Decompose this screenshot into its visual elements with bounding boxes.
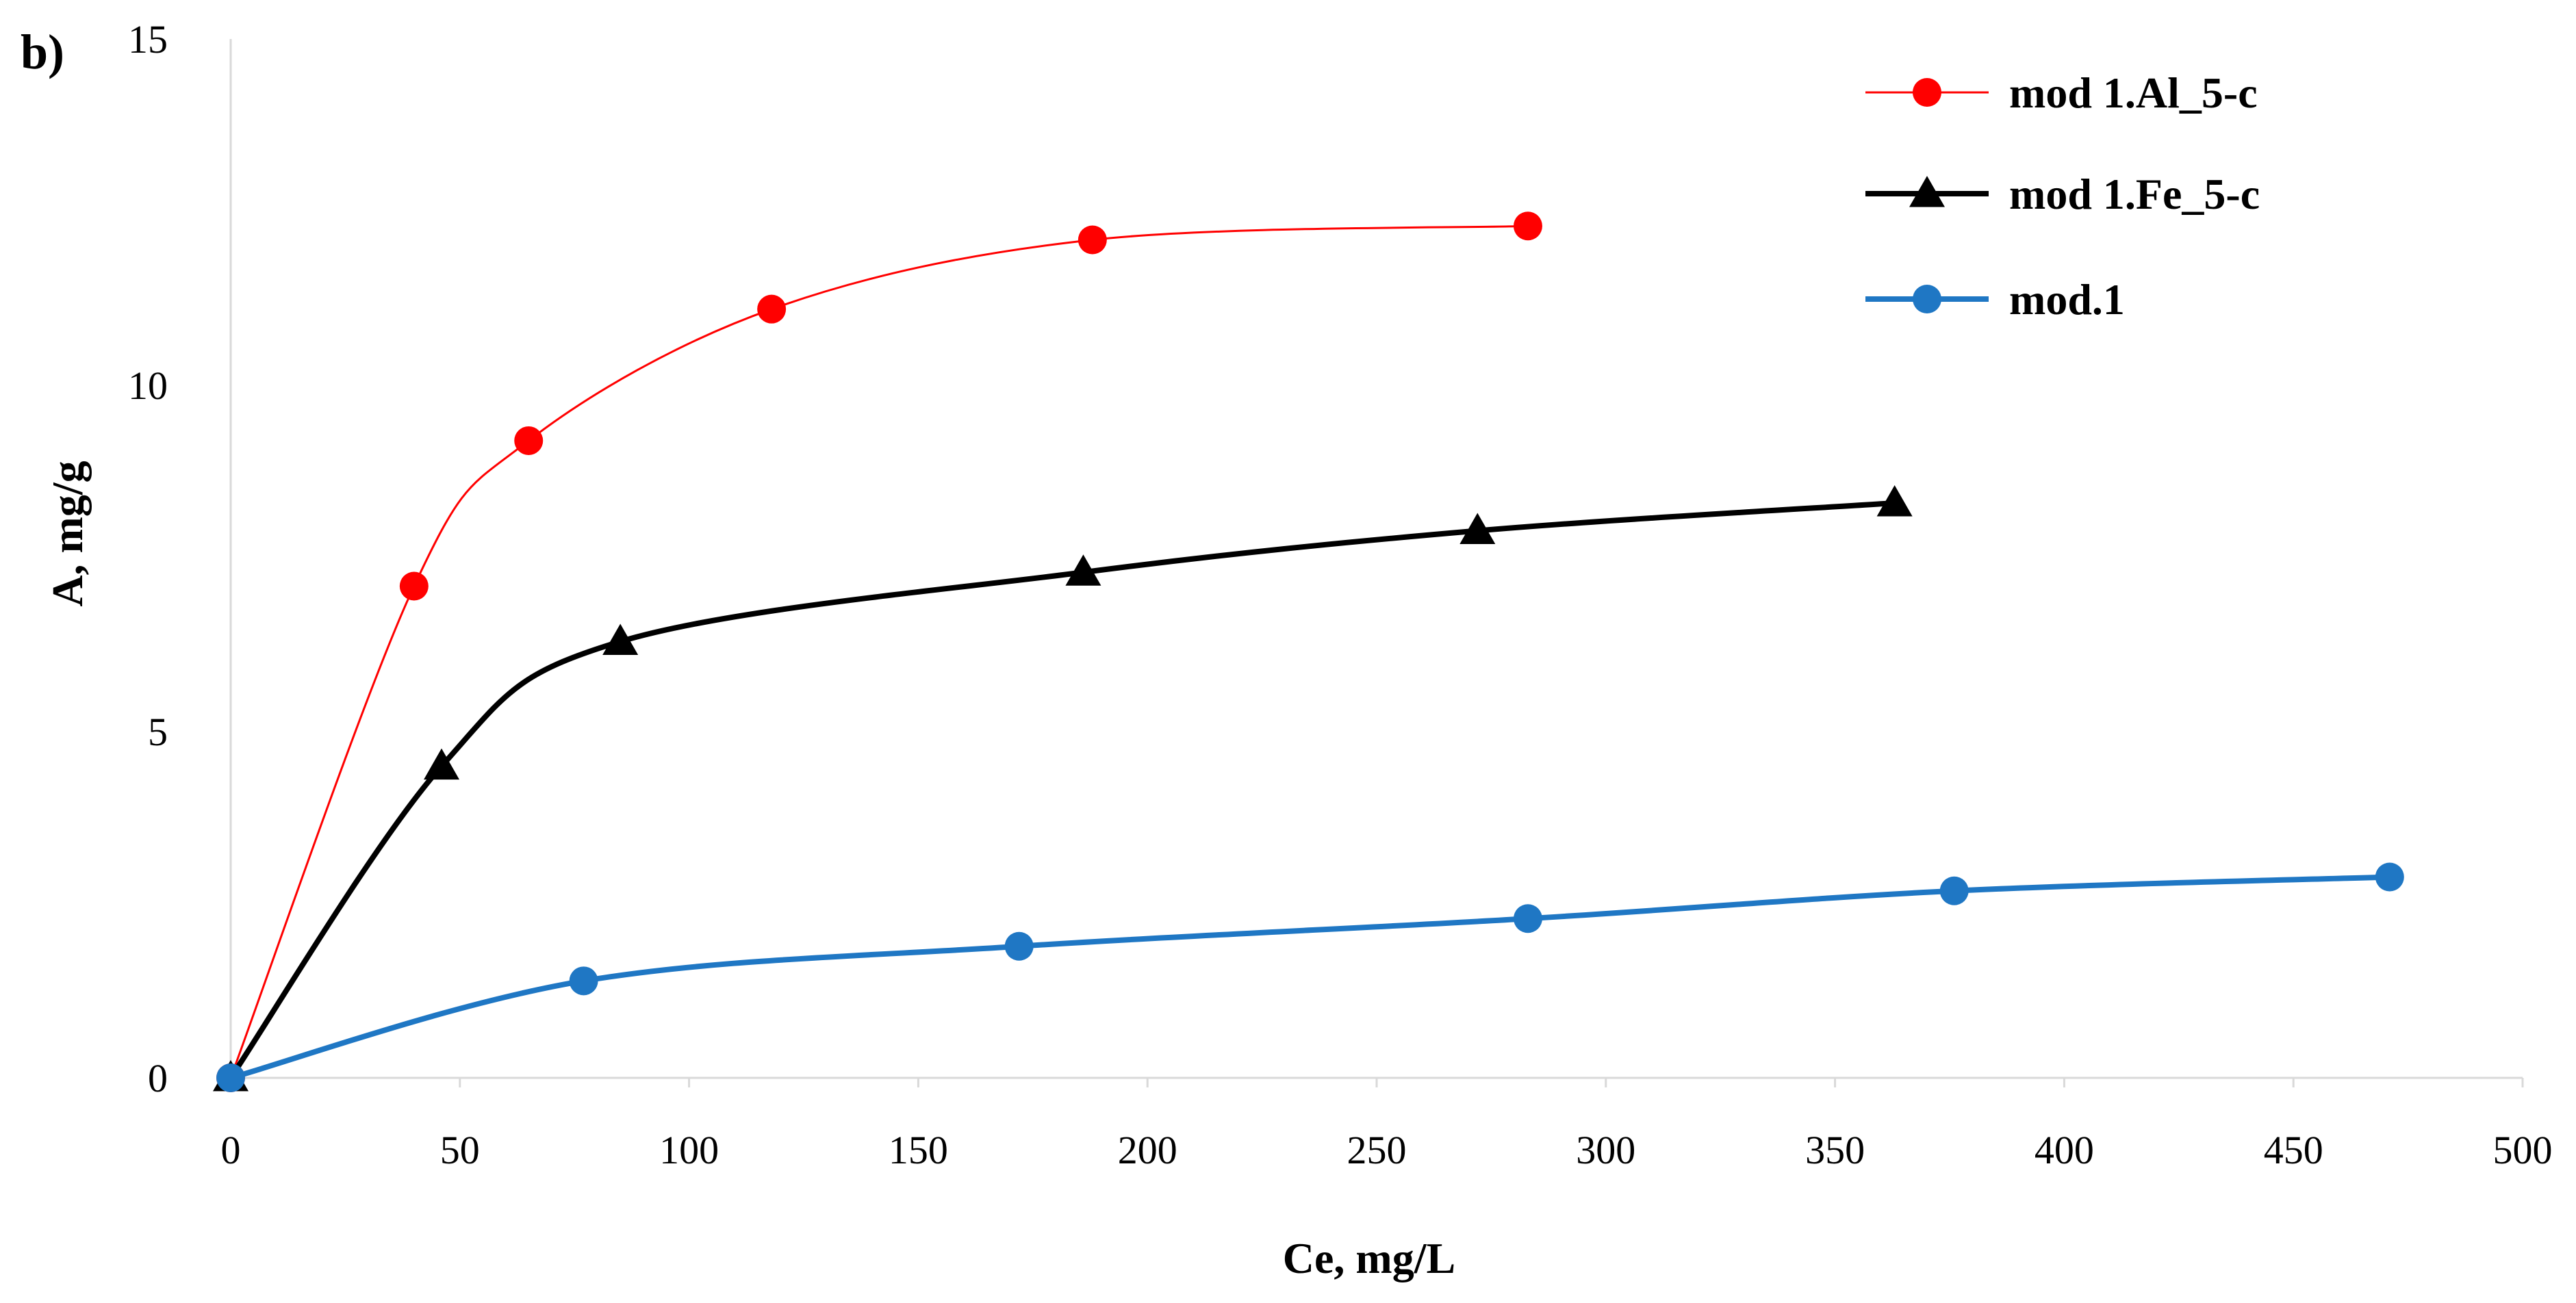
data-point	[602, 623, 639, 655]
series-2	[213, 485, 1913, 1092]
data-point	[2375, 862, 2404, 892]
y-tick-label: 10	[128, 363, 168, 408]
legend-marker	[1909, 176, 1945, 207]
data-point	[1876, 485, 1913, 517]
y-tick-label: 15	[128, 17, 168, 62]
x-tick-label: 0	[221, 1128, 241, 1172]
y-tick-label: 5	[148, 710, 168, 754]
series-layer	[213, 211, 2404, 1092]
series-3	[216, 862, 2404, 1092]
series-line	[229, 224, 1529, 1079]
data-point	[1939, 876, 1969, 905]
legend-label: mod 1.Fe_5-c	[2009, 170, 2260, 218]
x-tick-label: 450	[2264, 1128, 2323, 1172]
panel-label: b)	[21, 25, 64, 79]
x-tick-label: 350	[1805, 1128, 1865, 1172]
series-line	[228, 500, 1895, 1080]
data-point	[1513, 211, 1542, 241]
legend-marker	[1913, 78, 1941, 107]
legend-entry-1: mod 1.Al_5-c	[1865, 68, 2258, 117]
data-point	[424, 748, 460, 780]
data-point	[1513, 904, 1542, 933]
data-point	[399, 571, 429, 601]
data-point	[514, 426, 544, 455]
data-point	[757, 294, 787, 324]
x-tick-label: 200	[1118, 1128, 1177, 1172]
x-tick-label: 400	[2035, 1128, 2094, 1172]
data-point	[1004, 931, 1034, 961]
x-tick-label: 250	[1347, 1128, 1407, 1172]
data-point	[1065, 554, 1101, 586]
series-line	[229, 874, 2390, 1081]
y-axis-title: A, mg/g	[43, 461, 92, 606]
series-1	[216, 211, 1542, 1092]
x-tick-label: 100	[659, 1128, 719, 1172]
legend-marker	[1913, 285, 1941, 313]
data-point	[1077, 225, 1107, 255]
legend-label: mod.1	[2009, 275, 2125, 324]
legend-label: mod 1.Al_5-c	[2009, 68, 2258, 117]
legend-entry-3: mod.1	[1865, 275, 2125, 324]
data-point	[569, 966, 598, 996]
x-tick-label: 50	[440, 1128, 480, 1172]
x-tick-label: 150	[889, 1128, 948, 1172]
data-point	[216, 1063, 245, 1092]
y-tick-label: 0	[148, 1056, 168, 1100]
x-tick-label: 500	[2493, 1128, 2553, 1172]
data-point	[1459, 513, 1496, 545]
x-tick-label: 300	[1576, 1128, 1635, 1172]
x-axis-title: Ce, mg/L	[1283, 1234, 1455, 1282]
legend-entry-2: mod 1.Fe_5-c	[1865, 170, 2260, 218]
axes: 0 50 100 150 200 250 300 350 400 450 500 0 5 10 15	[128, 17, 2553, 1172]
